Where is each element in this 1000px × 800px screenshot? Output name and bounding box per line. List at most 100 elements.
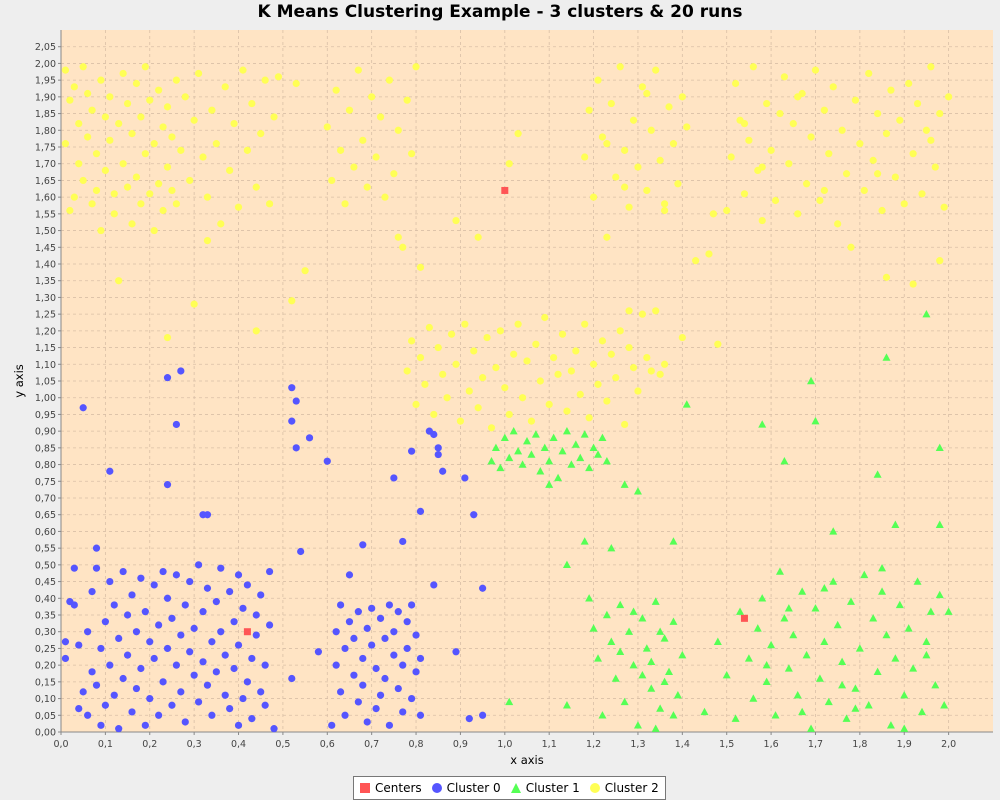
cluster-1-point	[851, 684, 860, 692]
cluster-0-point	[416, 711, 425, 719]
cluster-0-point	[97, 644, 105, 653]
x-tick-label: 0,3	[187, 739, 202, 750]
cluster-1-point	[496, 463, 505, 472]
cluster-2-point	[918, 190, 926, 198]
cluster-2-point	[163, 333, 172, 342]
cluster-1-point	[660, 634, 669, 642]
cluster-0-point	[345, 618, 354, 626]
cluster-1-point	[500, 433, 509, 442]
cluster-0-point	[403, 618, 411, 626]
cluster-2-point	[119, 160, 127, 168]
x-tick-label: 0,7	[364, 739, 379, 750]
cluster-2-point	[945, 93, 953, 101]
cluster-2-point	[75, 120, 83, 128]
cluster-1-point	[589, 443, 598, 452]
cluster-2-point	[434, 343, 442, 352]
cluster-0-point	[79, 688, 87, 696]
y-tick-label: 0,10	[35, 694, 56, 705]
cluster-0-point	[70, 601, 78, 609]
cluster-0-point	[199, 608, 207, 616]
cluster-1-point	[775, 567, 784, 575]
cluster-2-point	[394, 233, 402, 241]
cluster-1-point	[882, 630, 891, 639]
cluster-1-point	[860, 570, 869, 579]
cluster-1-point	[762, 677, 771, 686]
cluster-1-point	[562, 701, 571, 709]
cluster-2-point	[629, 116, 638, 124]
cluster-1-point	[855, 644, 864, 652]
cluster-2-point	[740, 190, 749, 198]
cluster-2-point	[212, 140, 220, 148]
cluster-0-point	[110, 601, 118, 609]
legend-label: Cluster 1	[525, 781, 580, 795]
cluster-0-point	[186, 577, 194, 586]
cluster-2-point	[88, 200, 96, 208]
cluster-1-point	[660, 677, 669, 686]
cluster-2-point	[669, 140, 678, 148]
cluster-1-point	[647, 684, 656, 692]
cluster-1-point	[673, 691, 682, 699]
cluster-2-point	[634, 163, 642, 171]
x-tick-label: 0,2	[142, 739, 157, 750]
cluster-0-point	[92, 564, 101, 572]
y-tick-label: 0,70	[35, 494, 56, 505]
cluster-2-point	[234, 203, 243, 211]
cluster-0-point	[372, 705, 380, 713]
y-tick-label: 1,25	[35, 310, 56, 321]
cluster-2-point	[84, 89, 92, 98]
cluster-0-point	[137, 574, 145, 582]
cluster-2-point	[678, 93, 686, 101]
cluster-2-point	[359, 136, 367, 144]
cluster-1-point	[864, 701, 873, 709]
cluster-2-point	[558, 330, 567, 338]
cluster-0-point	[208, 638, 216, 646]
cluster-2-point	[643, 354, 651, 362]
cluster-2-point	[634, 387, 642, 395]
y-tick-label: 0,00	[35, 728, 56, 739]
cluster-2-point	[882, 273, 891, 281]
cluster-0-point	[430, 581, 438, 589]
cluster-1-point	[514, 447, 523, 455]
cluster-2-point	[776, 109, 784, 118]
cluster-0-point	[159, 678, 167, 686]
cluster-2-point	[474, 404, 482, 412]
cluster-0-point	[172, 571, 180, 579]
cluster-1-point	[807, 376, 816, 385]
cluster-2-point	[510, 350, 518, 358]
cluster-0-point	[177, 688, 185, 696]
cluster-0-point	[217, 628, 225, 636]
cluster-2-point	[328, 176, 336, 185]
cluster-0-point	[350, 671, 358, 679]
cluster-0-point	[372, 664, 380, 673]
x-tick-label: 1,4	[675, 739, 690, 750]
cluster-1-point	[616, 647, 625, 655]
cluster-0-point	[239, 604, 247, 612]
centers-point	[243, 628, 251, 636]
cluster-2-point	[92, 186, 101, 195]
cluster-2-point	[128, 130, 136, 138]
cluster-2-point	[616, 327, 624, 335]
cluster-0-point	[79, 404, 87, 412]
cluster-2-point	[443, 394, 451, 402]
cluster-2-point	[163, 163, 172, 171]
cluster-2-point	[252, 327, 260, 335]
legend-label: Centers	[375, 781, 422, 795]
cluster-0-point	[376, 691, 385, 699]
cluster-2-point	[217, 220, 225, 228]
cluster-2-point	[629, 364, 638, 372]
cluster-0-point	[359, 654, 367, 663]
x-tick-label: 1,0	[497, 739, 512, 750]
cluster-2-point	[612, 173, 620, 181]
cluster-0-point	[288, 384, 296, 392]
cluster-2-point	[501, 384, 509, 392]
cluster-2-point	[878, 206, 886, 215]
cluster-1-point	[722, 670, 731, 679]
cluster-2-point	[132, 173, 141, 181]
cluster-2-point	[270, 113, 278, 121]
cluster-2-point	[785, 160, 793, 168]
cluster-0-point	[150, 654, 158, 663]
cluster-0-point	[110, 691, 118, 699]
cluster-2-point	[345, 106, 354, 114]
cluster-2-point	[616, 63, 624, 71]
cluster-1-point	[891, 654, 900, 662]
